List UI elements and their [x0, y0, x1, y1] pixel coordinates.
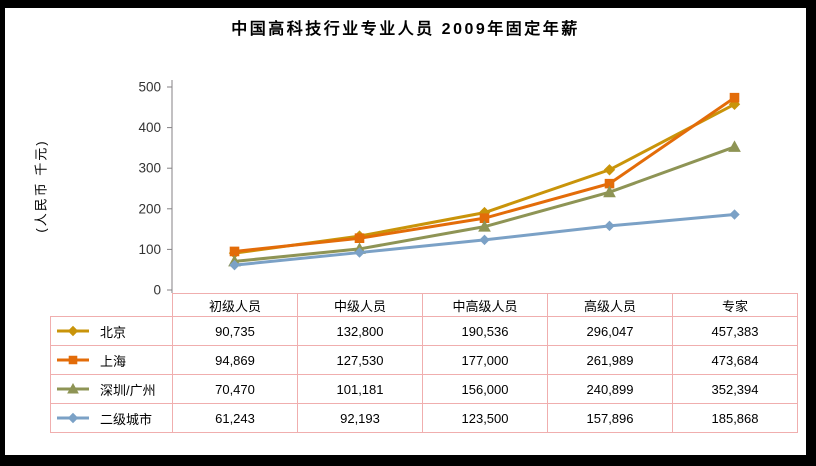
table-row-beijing: 北京 90,735 132,800 190,536 296,047 457,383 — [50, 316, 798, 346]
category-header: 高级人员 — [547, 293, 673, 317]
marker-tier2-cities — [604, 220, 615, 232]
marker-shanghai — [354, 233, 365, 244]
marker-shenzhen-guangzhou — [478, 220, 491, 232]
marker-shanghai — [479, 213, 490, 223]
value-cell: 261,989 — [547, 345, 673, 375]
value-cell: 101,181 — [297, 374, 423, 404]
value-cell: 190,536 — [422, 316, 548, 346]
legend-label: 深圳/广州 — [100, 382, 156, 398]
marker-tier2-cities — [354, 247, 365, 258]
marker-shanghai — [229, 246, 240, 257]
y-axis-title: (人民币 千元) — [33, 139, 49, 233]
value-cell: 185,868 — [672, 403, 798, 433]
legend-cell-tier2-cities: 二级城市 — [50, 403, 173, 433]
legend-swatch-tier2-cities — [57, 412, 89, 424]
value-cell: 156,000 — [422, 374, 548, 404]
value-cell: 177,000 — [422, 345, 548, 375]
marker-beijing — [728, 98, 741, 111]
value-cell: 70,470 — [172, 374, 298, 404]
legend-marker-triangle-icon — [67, 383, 79, 394]
value-cell: 123,500 — [422, 403, 548, 433]
value-cell: 132,800 — [297, 316, 423, 346]
value-cell: 473,684 — [672, 345, 798, 375]
line-plot: 0 100 200 300 400 500 — [138, 80, 741, 298]
category-header: 中高级人员 — [422, 293, 548, 317]
value-cell: 94,869 — [172, 345, 298, 375]
table-corner-cell — [51, 294, 173, 317]
marker-shenzhen-guangzhou — [728, 140, 741, 152]
marker-shanghai — [729, 92, 740, 103]
value-cell: 157,896 — [547, 403, 673, 433]
category-header: 中级人员 — [297, 293, 423, 317]
legend-swatch-shenzhen-guangzhou — [57, 383, 89, 394]
table-row-shenzhen-guangzhou: 深圳/广州 70,470 101,181 156,000 240,899 352,394 — [50, 374, 798, 404]
legend-swatch-beijing — [57, 325, 89, 337]
legend-label: 北京 — [100, 324, 127, 340]
legend-marker-diamond-icon — [67, 412, 79, 424]
legend-swatch-shanghai — [57, 355, 89, 365]
table-row-tier2-cities: 二级城市 61,243 92,193 123,500 157,896 185,868 — [50, 403, 798, 433]
legend-marker-square-icon — [68, 355, 78, 365]
marker-shenzhen-guangzhou — [603, 185, 616, 198]
y-axis-tick-label: 500 — [138, 80, 161, 95]
value-cell: 352,394 — [672, 374, 798, 404]
data-table: 初级人员 中级人员 中高级人员 高级人员 专家北京 90,735 132,800 190,53… — [50, 293, 798, 433]
legend-cell-beijing: 北京 — [50, 316, 173, 346]
legend-label: 上海 — [100, 353, 127, 369]
chart-title: 中国高科技行业专业人员 2009年固定年薪 — [231, 21, 580, 38]
y-axis-tick-label: 0 — [153, 283, 161, 298]
marker-tier2-cities — [729, 209, 740, 220]
y-axis-tick-label: 300 — [138, 161, 161, 176]
marker-shanghai — [604, 178, 615, 189]
legend-marker-diamond-icon — [67, 325, 79, 337]
value-cell: 90,735 — [172, 316, 298, 346]
value-cell: 457,383 — [672, 316, 798, 346]
y-axis-tick-label: 200 — [138, 201, 161, 216]
legend-label: 二级城市 — [100, 411, 153, 427]
category-header: 专家 — [672, 293, 798, 317]
chart-canvas: 中国高科技行业专业人员 2009年固定年薪 (人民币 千元) 0 100 200 30… — [5, 8, 806, 455]
legend-cell-shenzhen-guangzhou: 深圳/广州 — [50, 374, 173, 404]
marker-beijing — [603, 164, 616, 176]
value-cell: 92,193 — [297, 403, 423, 433]
y-axis-tick-label: 100 — [138, 242, 161, 257]
category-header: 初级人员 — [172, 293, 298, 317]
value-cell: 240,899 — [547, 374, 673, 404]
marker-tier2-cities — [229, 259, 240, 271]
table-row-shanghai: 上海 94,869 127,530 177,000 261,989 473,684 — [50, 345, 798, 375]
marker-tier2-cities — [479, 234, 490, 246]
legend-cell-shanghai: 上海 — [50, 345, 173, 375]
y-axis-tick-label: 400 — [138, 120, 161, 135]
value-cell: 127,530 — [297, 345, 423, 375]
value-cell: 61,243 — [172, 403, 298, 433]
value-cell: 296,047 — [547, 316, 673, 346]
